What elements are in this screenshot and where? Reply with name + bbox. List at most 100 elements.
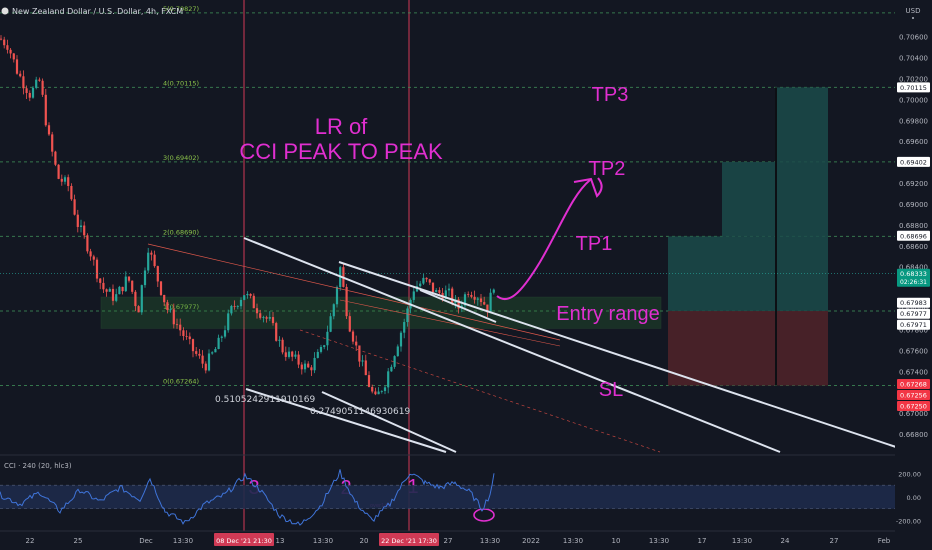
tp3-box [776,87,828,311]
candle-body [108,288,111,292]
candle-body [159,281,163,295]
price-badge [897,389,930,400]
entry-range-label: Entry range [556,303,659,325]
cci-tick-label: -200.00 [896,518,921,526]
candle-body [134,291,137,307]
time-axis[interactable]: 22 25 Dec 13:30 13 13:30 20 27 13:30 2022 13:30 10 1… [0,530,895,546]
fib-level-label: 5(0.70827) [163,5,199,13]
candle-body [70,185,73,200]
candle-body [137,306,140,313]
price-tick-label: 0.67000 [899,410,928,418]
candle-body [99,278,102,283]
time-tick-label: 24 [781,537,790,545]
candle-body [179,324,182,331]
trend-line [338,261,897,448]
candle-body [150,252,153,255]
candle-body [377,391,380,395]
drawings [147,177,897,453]
candle-body [335,287,339,305]
tp1-label: TP1 [576,233,613,255]
settings-icon[interactable] [912,17,914,19]
candle-body [399,332,403,347]
channel-line [245,388,447,453]
candle-body [412,291,415,300]
cci-tick-label: 200.00 [898,470,921,478]
price-badge [897,400,930,411]
candle-body [348,316,351,332]
candle-body [355,341,358,346]
candle-body [239,299,243,307]
candle-body [371,386,374,392]
candle-body [358,345,361,362]
candle-body [92,256,95,260]
candle-body [31,87,35,98]
candle-body [476,298,479,300]
candle-body [175,324,179,326]
candle-body [380,391,383,392]
candle-body [51,134,54,152]
cci-tick-label: 0.00 [907,494,921,502]
candle-body [291,351,294,357]
candle-body [323,345,326,347]
candle-body [54,151,57,165]
candle-body [169,309,172,311]
candle-body [393,356,396,367]
candle-body [214,349,217,353]
candle-body [262,317,265,319]
price-tick-label: 0.67400 [899,368,928,376]
candle-body [364,360,367,376]
candle-body [268,317,271,319]
candle-body [47,125,51,135]
time-tick-label: 22 [26,537,35,545]
highlighted-date-text: 22 Dec '21 17:30 [381,537,437,545]
candle-body [332,304,335,317]
price-badge-text: 0.67977 [900,310,927,318]
price-badge-text: 0.67983 [900,299,927,307]
price-badge [897,308,930,319]
candle-body [118,286,121,295]
candle-body [6,45,9,50]
candle-body [204,363,207,371]
candle-body [195,351,198,354]
cci-band [0,485,895,509]
candle-body [294,354,297,357]
price-tick-label: 0.68600 [899,243,928,251]
candle-body [191,339,195,352]
candle-body [297,354,300,365]
price-badge-text: 0.67256 [900,391,927,399]
time-tick-label: Dec [139,537,153,545]
candle-body [351,331,355,342]
candle-body [28,92,31,98]
candle-body [73,199,76,215]
tp2-box [722,161,776,237]
price-badge [897,378,930,389]
candle-body [44,94,47,126]
time-tick-label: 17 [698,537,707,545]
candle-body [35,79,38,88]
candle-body [201,355,204,364]
candle-body [83,225,86,236]
candle-body [483,302,486,305]
candle-body [492,289,495,293]
candle-body [86,235,89,252]
trend-line [419,289,497,323]
candle-body [0,38,3,40]
candle-body [188,336,191,340]
highlighted-date-text: 08 Dec '21 21:30 [216,537,272,545]
price-badge-text: 0.70115 [900,84,927,92]
candle-body [367,375,371,387]
candle-body [403,322,406,333]
candle-body [246,293,249,296]
candle-body [172,309,175,325]
fib-level-label: 0(0.67264) [163,378,199,386]
price-tick-label: 0.70400 [899,55,928,63]
candle-body [185,336,188,337]
candle-body [252,295,255,309]
price-tick-label: 0.67800 [899,326,928,334]
time-tick-label: 13:30 [480,537,500,545]
price-axis[interactable]: USD 0.70600 0.70400 0.70200 0.70000 0.69800 0… [895,0,932,550]
time-tick-label: 27 [830,537,839,545]
candle-body [259,313,262,318]
regression-label-1: 0.5105242911910169 [215,395,315,405]
